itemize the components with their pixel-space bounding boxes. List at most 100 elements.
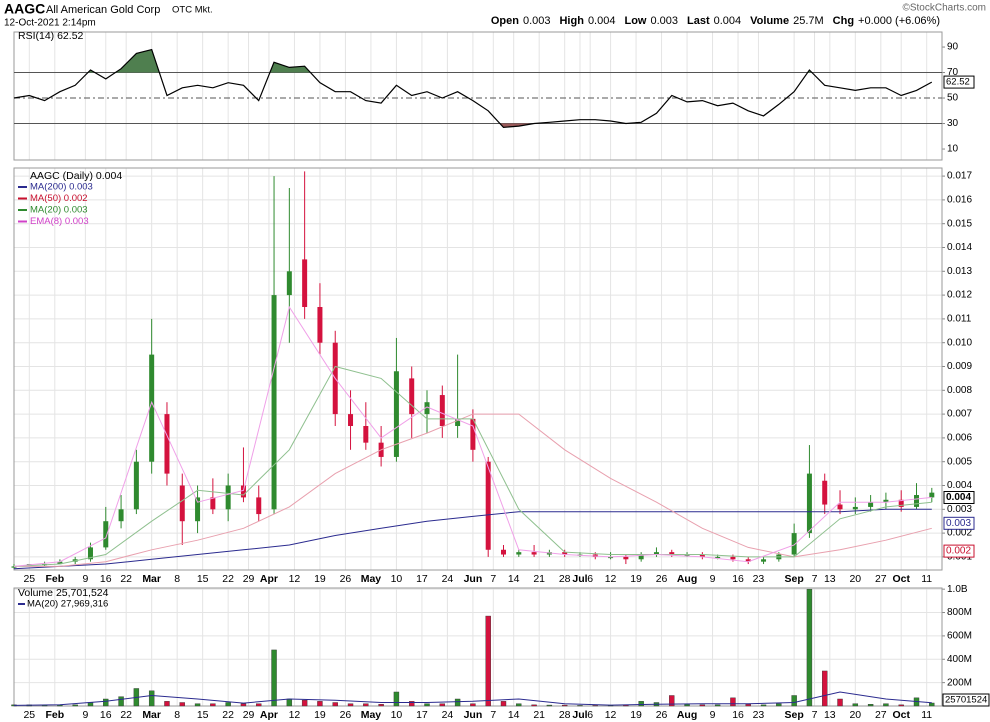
last-value-box <box>943 491 975 505</box>
legend-label: RSI(14) 62.52 <box>18 30 84 42</box>
last-value-box <box>943 516 975 530</box>
y-tick-label: 0.008 <box>947 385 972 396</box>
candle-body <box>256 497 262 515</box>
candle-body <box>225 485 231 510</box>
volume-bar <box>806 588 813 707</box>
x-tick-label: 24 <box>442 709 454 721</box>
candle-body <box>837 504 843 510</box>
stat-value: 0.004 <box>588 15 616 27</box>
stat-value: 0.003 <box>650 15 678 27</box>
volume-bar <box>332 702 338 707</box>
candle-body <box>883 499 889 503</box>
stat-label: Open <box>491 15 519 27</box>
last-value-box <box>943 544 975 558</box>
symbol: AAGC <box>4 1 45 17</box>
candle-body <box>210 497 216 510</box>
y-tick-label: 200M <box>947 677 972 688</box>
y-tick-label: 600M <box>947 631 972 642</box>
candle-body <box>149 354 155 462</box>
y-tick-label: 0.003 <box>947 504 972 515</box>
volume-bar <box>684 704 690 707</box>
candle-body <box>822 480 828 505</box>
candle-body <box>286 271 292 296</box>
volume-bar <box>148 690 155 707</box>
candle-body <box>699 554 705 557</box>
x-tick-label: 23 <box>753 573 765 585</box>
volume-bar <box>118 696 124 707</box>
x-tick-label: May <box>361 573 382 585</box>
x-tick-label: 22 <box>222 709 234 721</box>
x-tick-label: May <box>361 709 382 721</box>
volume-bar <box>577 705 583 707</box>
volume-bar <box>164 701 170 707</box>
candle-body <box>761 559 767 562</box>
x-tick-label: Feb <box>45 709 64 721</box>
volume-bar <box>837 698 843 707</box>
date: 12-Oct-2021 2:14pm <box>4 18 96 29</box>
x-tick-label: Jun <box>464 573 483 585</box>
x-tick-label: 10 <box>391 573 403 585</box>
x-tick-label: 29 <box>243 573 255 585</box>
volume-bar <box>225 702 231 707</box>
x-tick-label: 22 <box>222 573 234 585</box>
volume-bar <box>638 701 644 707</box>
candle-body <box>791 533 797 555</box>
candle-body <box>531 552 537 555</box>
x-tick-label: 16 <box>100 573 112 585</box>
volume-bar <box>929 702 935 707</box>
volume-bar <box>669 695 675 707</box>
candle-body <box>455 418 461 427</box>
y-tick-label: 0.013 <box>947 266 972 277</box>
y-tick-label: 10 <box>947 144 959 155</box>
volume-bar <box>546 704 553 707</box>
x-tick-label: 12 <box>605 573 617 585</box>
x-tick-label: 13 <box>824 709 836 721</box>
candle-body <box>317 306 323 343</box>
x-tick-label: 29 <box>243 709 255 721</box>
candle-body <box>118 509 124 522</box>
x-tick-label: 17 <box>416 573 428 585</box>
x-tick-label: 20 <box>849 709 861 721</box>
volume-bar <box>852 703 859 707</box>
x-tick-label: 16 <box>732 573 744 585</box>
x-tick-label: 26 <box>340 573 352 585</box>
y-tick-label: 0.009 <box>947 361 972 372</box>
exchange: OTC Mkt. <box>172 5 213 16</box>
volume-bar <box>470 703 476 707</box>
x-tick-label: Aug <box>677 573 697 585</box>
stat-label: Last <box>687 15 710 27</box>
x-tick-label: Oct <box>892 573 910 585</box>
legend-label: EMA(8) 0.003 <box>30 216 89 227</box>
x-tick-label: Mar <box>142 573 161 585</box>
x-tick-label: 9 <box>710 573 716 585</box>
x-tick-label: 6 <box>587 573 593 585</box>
y-tick-label: 70 <box>947 67 959 78</box>
x-tick-label: 14 <box>508 709 520 721</box>
candle-body <box>623 556 629 560</box>
candle-body <box>302 259 308 307</box>
candle-body <box>715 556 721 559</box>
x-tick-label: 16 <box>732 709 744 721</box>
last-value-label: 25701524 <box>945 695 987 706</box>
volume-ma-line <box>13 691 932 706</box>
x-tick-label: Sep <box>784 573 803 585</box>
volume-bar <box>454 698 461 707</box>
y-tick-label: 50 <box>947 93 959 104</box>
x-tick-label: 28 <box>559 573 571 585</box>
stat-value: 25.7M <box>793 15 824 27</box>
x-tick-label: 28 <box>559 709 571 721</box>
candle-body <box>424 402 430 415</box>
x-tick-label: 23 <box>753 709 765 721</box>
candle-body <box>638 554 644 560</box>
x-tick-label: 19 <box>630 573 642 585</box>
volume-bar <box>363 703 369 707</box>
y-tick-label: 800M <box>947 607 972 618</box>
candle-body <box>133 461 139 510</box>
y-tick-label: 0.017 <box>947 171 972 182</box>
x-tick-label: 9 <box>82 709 88 721</box>
volume-bar <box>301 699 308 707</box>
candle-body <box>730 556 736 560</box>
candle-body <box>806 473 812 534</box>
x-tick-label: 11 <box>921 709 932 721</box>
